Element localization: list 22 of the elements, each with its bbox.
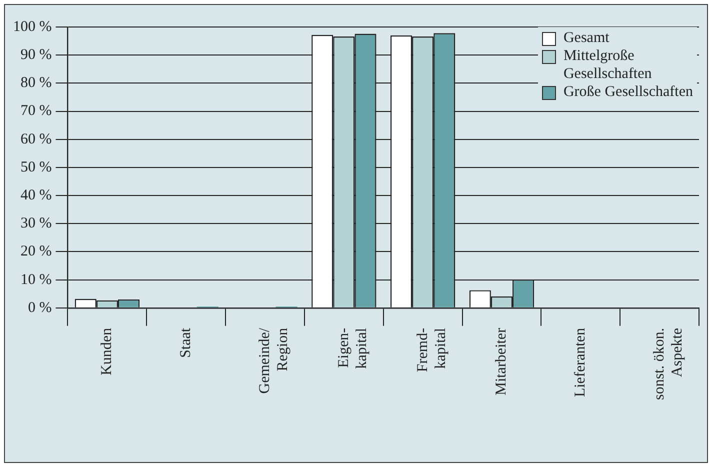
legend-label: Gesamt — [563, 29, 610, 47]
y-tick-label: 30 % — [20, 216, 52, 232]
x-tick-label: Mitarbeiter — [494, 328, 510, 396]
y-tick-label: 90 % — [20, 47, 52, 64]
legend-label: Mittelgroße Gesellschaften — [563, 47, 652, 83]
y-tick-label: 70 % — [20, 103, 52, 120]
y-tick-label: 40 % — [20, 187, 52, 204]
x-tick-label: Kunden — [99, 327, 116, 376]
y-tick-label: 20 % — [20, 244, 52, 260]
y-tick-label: 50 % — [20, 159, 52, 176]
x-tick-label: Lieferanten — [572, 327, 589, 398]
x-tick-label: Gemeinde/ Region — [256, 327, 291, 394]
x-tick-label: Fremd- kapital — [414, 328, 449, 372]
y-tick-label: 80 % — [20, 75, 52, 92]
y-tick-label: 100 % — [12, 18, 52, 35]
legend-label: Große Gesellschaften — [563, 83, 693, 101]
y-tick-label: 60 % — [20, 131, 52, 148]
x-tick-label: Eigen- kapital — [336, 328, 370, 369]
x-tick-label: Staat — [178, 327, 194, 358]
y-tick-label: 0 % — [28, 300, 52, 316]
y-tick-label: 10 % — [20, 272, 52, 288]
x-tick-label: sonst. ökon. Aspekte — [651, 328, 686, 400]
